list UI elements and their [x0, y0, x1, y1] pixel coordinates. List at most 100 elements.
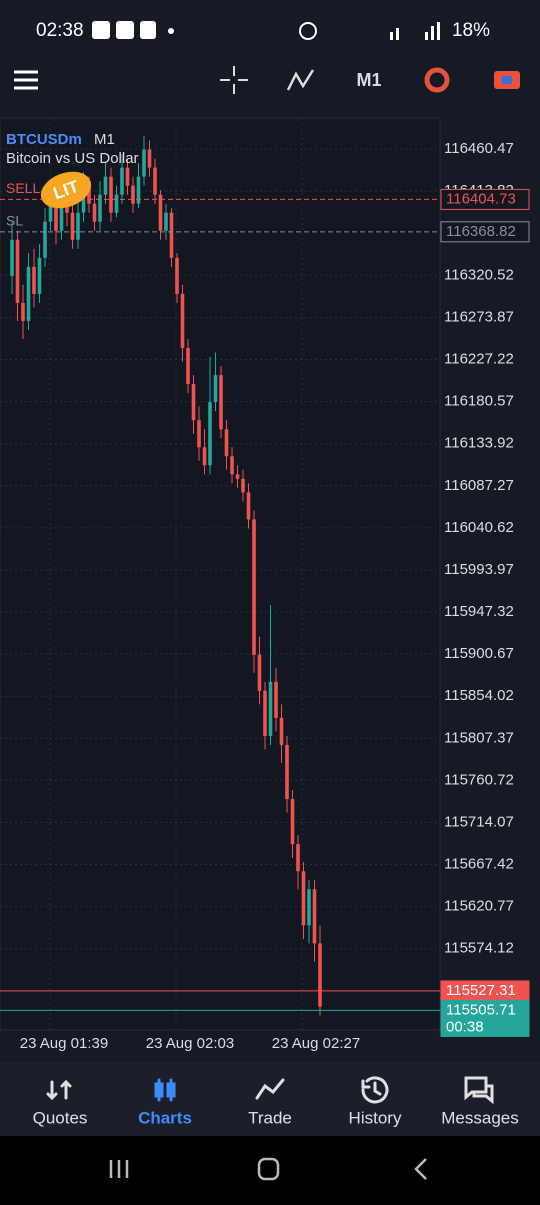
candle-body	[263, 690, 267, 736]
price-label: 116368.82	[446, 223, 516, 240]
candle-body	[147, 149, 152, 168]
candle-body	[219, 375, 223, 430]
crosshair-button[interactable]	[220, 66, 248, 94]
indicators-button[interactable]	[286, 69, 315, 91]
battery: 18%	[452, 20, 490, 41]
timeframe-button[interactable]: M1	[356, 70, 381, 90]
candle-body	[131, 185, 135, 204]
candle-body	[186, 348, 190, 385]
y-tick-label: 116133.92	[444, 435, 514, 452]
candle-body	[26, 266, 31, 321]
candle-body	[312, 889, 317, 944]
candle-body	[158, 194, 163, 231]
y-tick-label: 116460.47	[444, 140, 514, 157]
nav-item[interactable]: Charts	[138, 1108, 192, 1127]
clock: 02:38	[36, 20, 84, 41]
y-tick-label: 116227.22	[444, 351, 514, 368]
y-tick-label: 115714.07	[444, 813, 514, 830]
candle-body	[191, 384, 196, 421]
candle-body	[252, 519, 256, 655]
chart-area	[0, 117, 441, 1031]
candle-body	[268, 681, 273, 736]
y-tick-label: 115854.02	[444, 687, 514, 704]
candle-body	[296, 844, 300, 872]
status-icons	[92, 21, 440, 40]
y-tick-label: 116320.52	[444, 266, 514, 283]
nav-icon	[154, 1078, 176, 1102]
candle-body	[175, 257, 179, 294]
y-tick-label: 115993.97	[444, 561, 514, 578]
chart: 116460.47116413.82116320.52116273.871162…	[0, 118, 530, 1052]
nav-item[interactable]: Quotes	[33, 1108, 88, 1127]
candle-body	[169, 212, 174, 258]
x-tick-label: 23 Aug 01:39	[20, 1035, 108, 1052]
candle-body	[279, 717, 284, 745]
system-buttons[interactable]	[109, 1157, 427, 1181]
y-tick-label: 115947.32	[444, 603, 514, 620]
candle-body	[241, 478, 245, 493]
nav-icon	[464, 1076, 494, 1105]
y-tick-label: 116180.57	[444, 393, 514, 410]
candle-body	[307, 889, 311, 926]
candle-body	[246, 492, 251, 520]
price-label: 115527.31	[446, 982, 516, 999]
objects-button[interactable]	[424, 67, 450, 93]
price-label: 116404.73	[446, 190, 516, 207]
candle-body	[125, 167, 130, 186]
price-label-box	[440, 188, 530, 210]
bar-timer: 00:38	[446, 1018, 484, 1035]
chart-timeframe: M1	[94, 131, 115, 148]
candle-body	[48, 203, 53, 222]
candle-body	[98, 194, 102, 222]
x-tick-label: 23 Aug 02:27	[272, 1035, 360, 1052]
candle-body	[59, 194, 64, 231]
candle-body	[153, 167, 157, 195]
y-tick-label: 115620.77	[444, 898, 514, 915]
candle-body	[235, 474, 240, 479]
candle-body	[318, 943, 322, 1007]
nav-item[interactable]: History	[349, 1108, 402, 1127]
candle-body	[142, 149, 146, 177]
candle-body	[213, 375, 218, 403]
y-tick-label: 116273.87	[444, 308, 514, 325]
candle-body	[103, 176, 108, 195]
candle-body	[70, 212, 75, 240]
y-tick-label: 115667.42	[444, 856, 514, 873]
nav-item[interactable]: Trade	[248, 1108, 292, 1127]
candle-body	[136, 176, 141, 204]
sticker	[40, 171, 92, 209]
nav-icon	[361, 1076, 389, 1104]
level-name: SELL	[6, 180, 40, 196]
candle-body	[224, 429, 229, 457]
y-tick-label: 115807.37	[444, 729, 514, 746]
candle-body	[21, 302, 25, 321]
menu-button[interactable]	[14, 70, 38, 90]
candle-body	[15, 239, 20, 303]
trade-icon	[502, 76, 512, 84]
candle-body	[92, 203, 97, 222]
candle-body	[54, 203, 58, 231]
candle-body	[257, 654, 262, 691]
nav-icon	[255, 1078, 285, 1100]
candle-body	[285, 744, 289, 800]
y-tick-label: 116087.27	[444, 477, 514, 494]
candle-body	[10, 239, 14, 276]
price-label-box	[440, 999, 530, 1037]
candle-body	[290, 799, 295, 845]
candle-body	[43, 221, 47, 258]
y-tick-label: 115574.12	[444, 940, 514, 957]
candle-body	[202, 447, 207, 466]
candle-body	[32, 266, 36, 294]
nav-item[interactable]: Messages	[441, 1108, 518, 1127]
candle-body	[180, 293, 185, 349]
y-tick-label: 116040.62	[444, 519, 514, 536]
candle-body	[230, 456, 234, 475]
candle-body	[114, 194, 119, 213]
candle-body	[37, 257, 42, 294]
bottom-nav	[0, 1062, 540, 1136]
candle-body	[164, 212, 168, 231]
nav-icon	[46, 1079, 72, 1101]
level-name: SL	[6, 213, 23, 229]
candle-body	[87, 185, 91, 204]
